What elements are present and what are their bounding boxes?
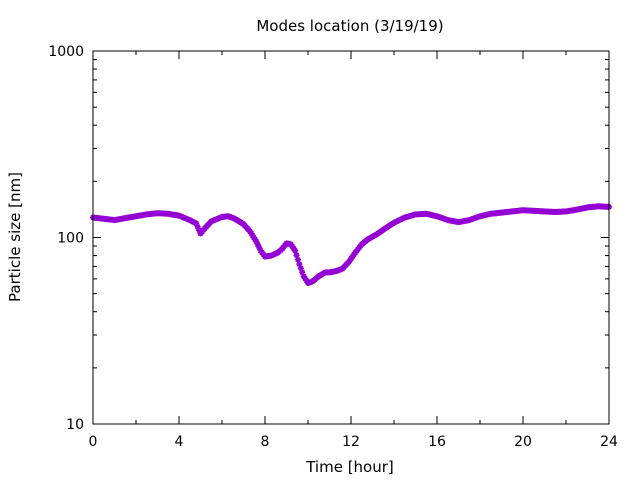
y-tick-label: 100 — [57, 231, 84, 247]
x-tick-label: 0 — [89, 434, 98, 450]
y-tick-label: 10 — [66, 417, 84, 433]
data-point — [297, 265, 304, 272]
data-point — [256, 244, 263, 251]
axis-ticks: 0 4 8 12 16 20 24 10 100 1000 — [48, 44, 618, 450]
data-point — [294, 256, 301, 263]
y-axis-label: Particle size [nm] — [6, 172, 24, 302]
x-tick-label: 8 — [261, 434, 270, 450]
data-point — [292, 247, 299, 254]
data-point — [194, 223, 201, 230]
x-tick-label: 16 — [428, 434, 446, 450]
data-point — [254, 241, 261, 248]
plot-frame — [92, 50, 610, 425]
x-tick-label: 20 — [514, 434, 532, 450]
x-axis-label: Time [hour] — [305, 458, 394, 476]
data-point — [196, 227, 203, 234]
data-point — [253, 238, 260, 245]
data-point — [299, 269, 306, 276]
data-points — [90, 203, 612, 287]
data-point — [193, 220, 200, 227]
y-tick-label: 1000 — [48, 44, 84, 60]
data-point — [293, 252, 300, 259]
chart-title: Modes location (3/19/19) — [256, 17, 443, 35]
data-point — [296, 261, 303, 268]
x-tick-label: 4 — [175, 434, 184, 450]
x-tick-label: 12 — [342, 434, 360, 450]
x-tick-label: 24 — [600, 434, 618, 450]
